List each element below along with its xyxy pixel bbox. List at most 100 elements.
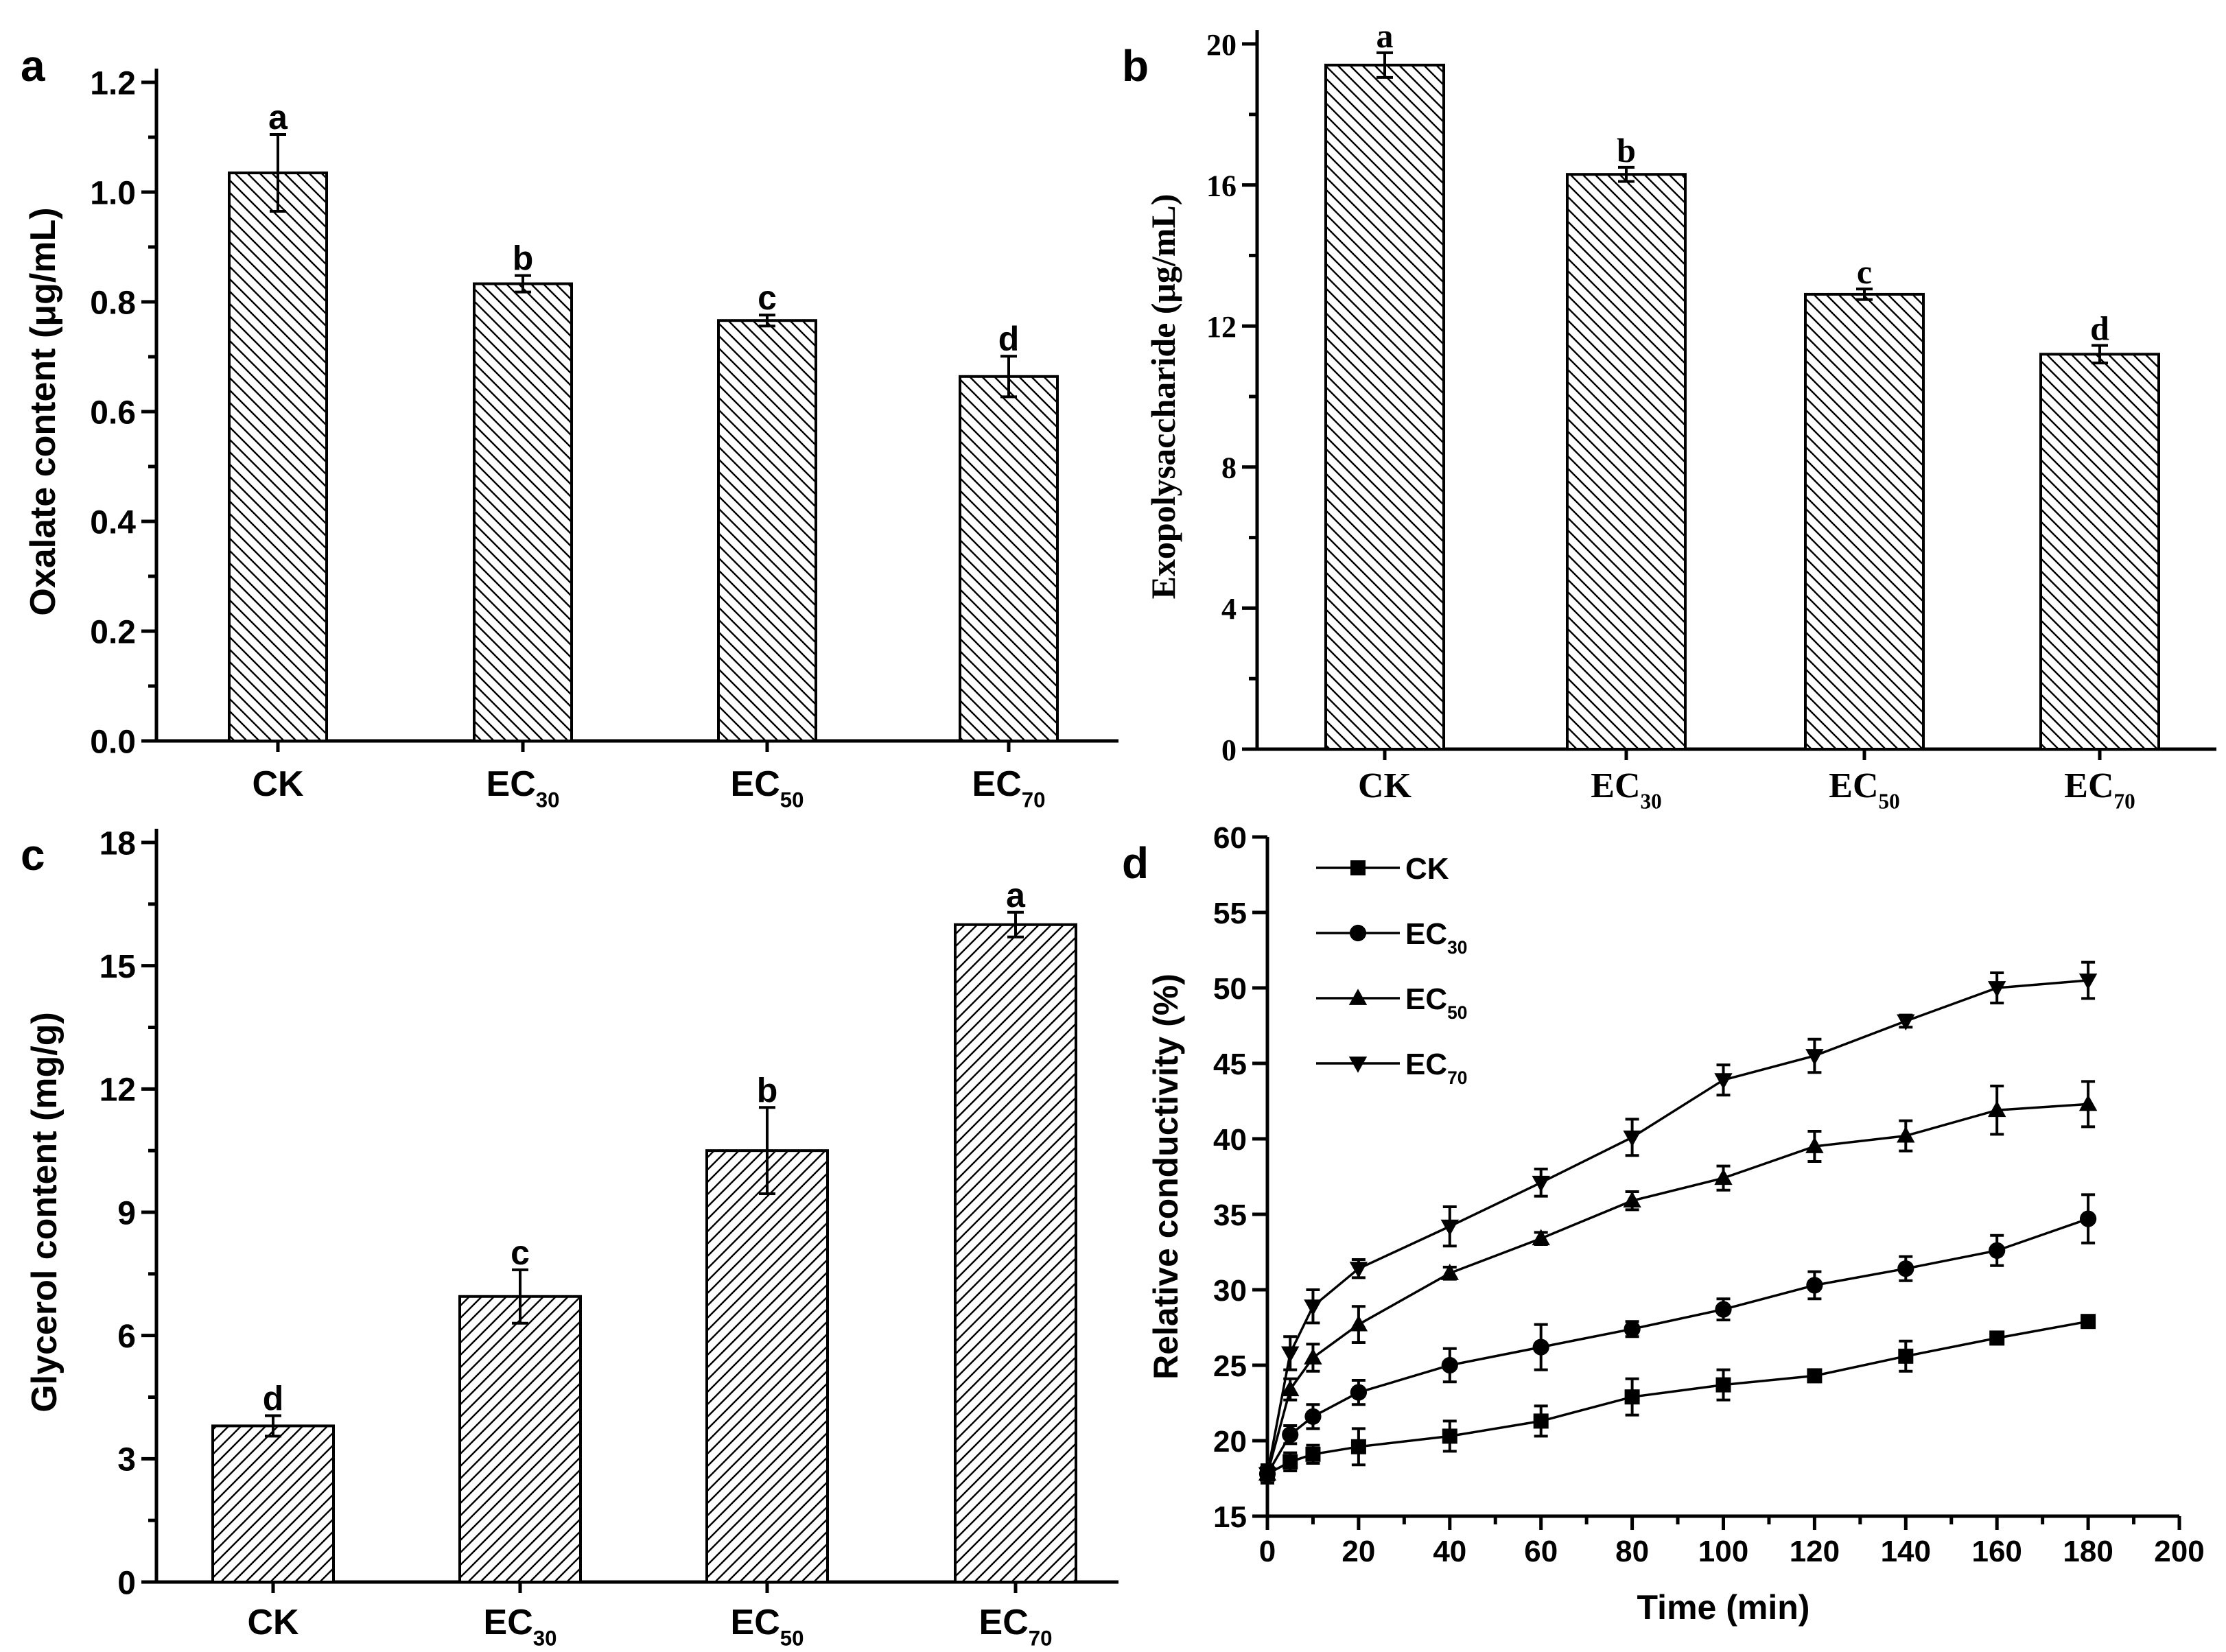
legend-label: CK [1405, 852, 1449, 886]
data-point [1897, 1126, 1915, 1143]
x-tick-label: EC70 [972, 764, 1046, 812]
x-tick-label: 0 [1259, 1535, 1276, 1568]
legend-marker [1350, 860, 1366, 875]
data-point [1805, 1049, 1824, 1065]
data-point [1624, 1389, 1640, 1405]
data-point [1989, 1330, 2005, 1346]
series-line [1266, 979, 2089, 1474]
x-tick-label: 60 [1524, 1535, 1558, 1568]
significance-letter: b [513, 239, 534, 278]
panel-c-glycerol-chart: 0 3 6 9 12 15 18 Glycerol content (mg/g) d CK c EC3… [25, 825, 1118, 1651]
data-point [1440, 1219, 1459, 1236]
y-tick-label: 15 [1213, 1500, 1247, 1534]
significance-letter: a [268, 98, 288, 137]
data-point [2081, 1314, 2096, 1330]
data-point [1714, 1168, 1733, 1185]
significance-letter: c [758, 279, 777, 317]
data-point [1623, 1130, 1641, 1147]
y-tick-label: 45 [1213, 1048, 1247, 1081]
y-tick-label: 60 [1213, 821, 1247, 855]
x-tick-label: 180 [2063, 1535, 2113, 1568]
x-tick-label: EC30 [487, 764, 560, 812]
data-point [1715, 1301, 1732, 1318]
y-axis-label: Relative conductivity (%) [1147, 974, 1185, 1380]
x-tick-label: 20 [1342, 1535, 1375, 1568]
bar-ck [1324, 63, 1445, 751]
bar-ec30 [1566, 173, 1687, 751]
data-point [2078, 974, 2098, 990]
x-tick-label: EC70 [979, 1603, 1053, 1651]
bar-ec30 [458, 1295, 582, 1583]
data-point [1282, 1426, 1299, 1443]
x-tick-label: 80 [1615, 1535, 1649, 1568]
data-point [2078, 1094, 2098, 1111]
data-point [1989, 1242, 2006, 1259]
bar-ec30 [473, 282, 573, 743]
y-tick-label: 12 [99, 1072, 136, 1109]
y-tick-label: 35 [1213, 1199, 1247, 1232]
x-tick-label: EC50 [731, 764, 804, 812]
data-point [1532, 1338, 1549, 1356]
bar-ec70 [959, 375, 1059, 742]
y-tick-label: 40 [1213, 1123, 1247, 1157]
bar-ck [228, 172, 328, 742]
significance-letter: b [1617, 131, 1636, 169]
data-point [1282, 1454, 1298, 1470]
x-tick-label: 200 [2154, 1535, 2204, 1568]
y-tick-label: 8 [1221, 451, 1237, 485]
significance-letter: d [2090, 309, 2109, 347]
x-tick-label: EC50 [1829, 766, 1899, 814]
data-point [1714, 1073, 1733, 1089]
x-tick-label: EC30 [1591, 766, 1661, 814]
legend-marker [1348, 989, 1368, 1005]
panel-b-exopolysaccharide-chart: 0 4 8 12 16 20 Exopolysaccharide (μg/mL) a CK b EC… [1144, 16, 2216, 814]
panel-label-c: c [21, 830, 45, 880]
x-tick-label: 40 [1433, 1535, 1466, 1568]
series-ec30 [1258, 1193, 2097, 1485]
data-point [1532, 1229, 1550, 1246]
legend-label: EC50 [1405, 982, 1467, 1023]
bar-ck [211, 1424, 335, 1583]
significance-letter: a [1376, 16, 1394, 55]
y-axis-label: Exopolysaccharide (μg/mL) [1144, 194, 1182, 600]
data-point [1349, 1262, 1368, 1278]
x-tick-label: 160 [1971, 1535, 2022, 1568]
data-point [1988, 981, 2006, 998]
data-point [1305, 1446, 1321, 1462]
x-tick-label: CK [252, 764, 304, 804]
y-axis-label: Glycerol content (mg/g) [25, 1012, 65, 1413]
x-tick-label: EC50 [731, 1603, 804, 1651]
y-axis-label: Oxalate content (μg/mL) [23, 207, 63, 615]
y-tick-label: 0.4 [90, 504, 136, 541]
y-tick-label: 0 [117, 1565, 136, 1601]
data-point [1898, 1348, 1914, 1364]
series-ec50 [1258, 1080, 2098, 1485]
y-tick-label: 12 [1206, 310, 1237, 344]
x-tick-label: 120 [1790, 1535, 1840, 1568]
legend-label: EC30 [1405, 917, 1467, 958]
y-tick-label: 9 [117, 1195, 136, 1231]
series-line [1267, 1320, 2089, 1475]
data-point [1533, 1413, 1549, 1429]
data-point [1805, 1137, 1824, 1153]
y-tick-label: 1.2 [90, 65, 136, 102]
legend: CK EC30 EC50 EC70 [1316, 852, 1467, 1088]
legend-marker [1348, 1057, 1368, 1073]
significance-letter: c [1857, 252, 1872, 291]
y-tick-label: 20 [1206, 28, 1237, 62]
significance-letter: c [511, 1234, 530, 1272]
data-point [1281, 1346, 1300, 1363]
y-tick-label: 0.6 [90, 394, 136, 431]
bar-ec50 [717, 319, 817, 742]
panel-label-d: d [1122, 838, 1149, 888]
data-point [1442, 1428, 1457, 1444]
significance-letter: d [998, 320, 1020, 358]
series-ck [1260, 1314, 2096, 1485]
panel-d-conductivity-chart: 15 20 25 30 35 40 45 50 55 60 0 20 40 60 80 100 120 140 16… [1147, 821, 2205, 1627]
y-tick-label: 16 [1206, 169, 1237, 202]
y-tick-label: 25 [1213, 1349, 1247, 1383]
legend-marker [1349, 924, 1367, 942]
data-point [1806, 1277, 1823, 1294]
data-point [1258, 1467, 1277, 1484]
